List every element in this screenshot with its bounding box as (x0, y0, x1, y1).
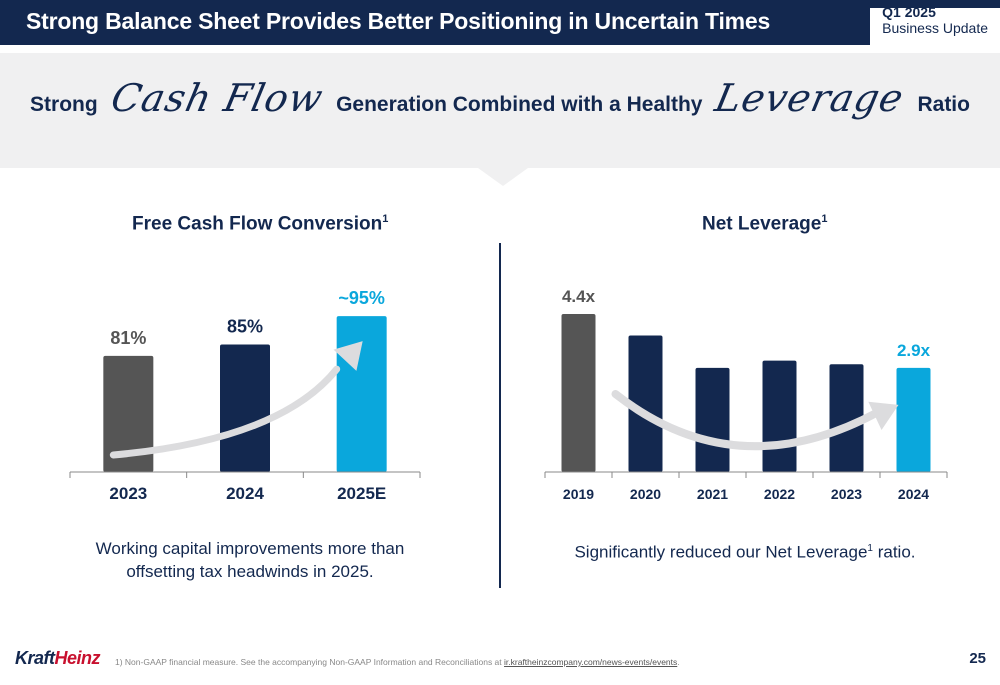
category-label-2025E: 2025E (337, 484, 386, 503)
fcf-title-text: Free Cash Flow Conversion (132, 213, 383, 235)
banner-pointer (478, 168, 528, 186)
headline-part1: Strong (30, 93, 98, 116)
bar-2025E (336, 316, 387, 472)
page-title: Strong Balance Sheet Provides Better Pos… (26, 8, 771, 34)
leverage-caption-post: ratio. (872, 542, 916, 562)
leverage-caption-pre: Significantly reduced our Net Leverage (574, 542, 868, 562)
footnote-link[interactable]: ir.kraftheinzcompany.com/news-events/eve… (504, 657, 678, 667)
bar-2021 (695, 367, 730, 472)
update-label: Business Update (882, 20, 988, 36)
category-label-2023: 2023 (831, 486, 862, 502)
fcf-caption: Working capital improvements more than o… (70, 537, 430, 583)
fcf-chart: 81% 2023 85% 2024 ~95% 2025E (69, 288, 421, 503)
kraft-heinz-logo: KraftHeinz (15, 648, 101, 669)
footnote-text: 1) Non-GAAP financial measure. See the a… (115, 657, 502, 667)
bar-2024 (220, 344, 270, 472)
data-label-2025E: ~95% (338, 288, 385, 308)
category-label-2022: 2022 (764, 486, 795, 502)
logo-kraft: Kraft (15, 648, 55, 668)
headline-script-leverage: Leverage (711, 76, 909, 120)
category-label-2019: 2019 (563, 486, 594, 502)
trend-arrow-down (611, 390, 881, 451)
trend-arrowhead-down (868, 401, 899, 430)
quarter-label: Q1 2025 (882, 4, 936, 20)
leverage-title-sup: 1 (821, 213, 828, 225)
bar-2019 (561, 314, 596, 472)
fcf-caption-line2: offsetting tax headwinds in 2025. (126, 562, 374, 581)
data-label-2023: 81% (110, 328, 146, 348)
business-update-label: Q1 2025 Business Update (882, 4, 988, 36)
leverage-chart: 4.4x 2019 2020 2021 2022 2023 2.9x 2024 (544, 287, 948, 502)
bar-2020 (628, 335, 663, 472)
logo-heinz: Heinz (54, 648, 101, 668)
leverage-title-text: Net Leverage (702, 213, 822, 235)
page-number: 25 (969, 650, 986, 667)
fcf-caption-line1: Working capital improvements more than (95, 539, 405, 558)
leverage-caption: Significantly reduced our Net Leverage1 … (540, 537, 950, 564)
data-label-2024: 85% (227, 317, 263, 337)
leverage-caption-sup: 1 (867, 543, 873, 554)
footnote-end: . (677, 657, 680, 667)
category-label-2021: 2021 (697, 486, 728, 502)
leverage-chart-title: Net Leverage1 (702, 213, 827, 235)
data-label-2019: 4.4x (562, 287, 596, 306)
footnote: 1) Non-GAAP financial measure. See the a… (115, 657, 680, 667)
trend-arrowhead-up (333, 341, 363, 371)
chart-divider (499, 243, 501, 588)
fcf-chart-title: Free Cash Flow Conversion1 (132, 213, 388, 235)
headline-banner (0, 53, 1000, 168)
data-label-2024: 2.9x (897, 341, 931, 360)
fcf-title-sup: 1 (382, 213, 389, 225)
bar-2022 (762, 360, 797, 472)
bar-2023 (103, 355, 154, 472)
trend-arrow-up (109, 365, 341, 459)
headline: Strong Cash Flow Generation Combined wit… (0, 76, 1000, 120)
category-label-2024: 2024 (898, 486, 929, 502)
category-label-2020: 2020 (630, 486, 661, 502)
header-bar: Strong Balance Sheet Provides Better Pos… (0, 0, 870, 45)
headline-part3: Ratio (917, 93, 970, 116)
headline-script-cash-flow: Cash Flow (106, 76, 327, 120)
category-label-2024: 2024 (226, 484, 264, 503)
category-label-2023: 2023 (109, 484, 147, 503)
headline-part2: Generation Combined with a Healthy (336, 93, 703, 116)
bar-2023 (829, 364, 864, 472)
bar-2024 (896, 367, 931, 472)
header-bar-edge (870, 0, 1000, 8)
